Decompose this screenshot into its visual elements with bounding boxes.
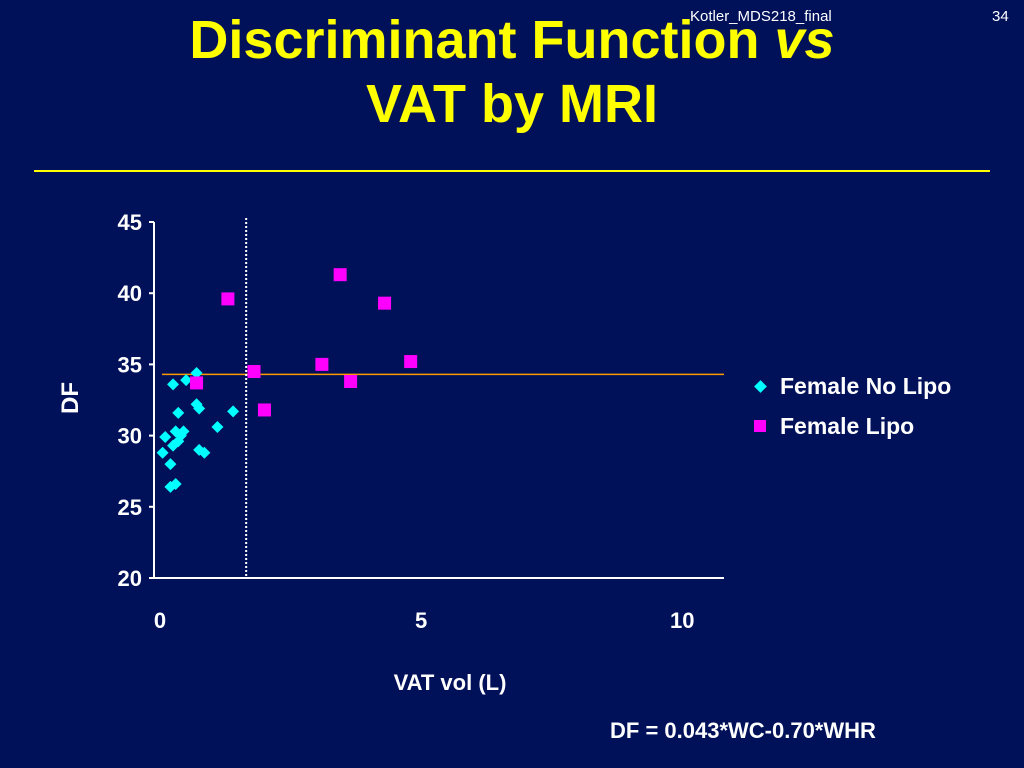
header-reference: Kotler_MDS218_final [690, 8, 832, 25]
no-lipo-point [167, 378, 180, 391]
lipo-point [257, 403, 271, 417]
lipo-point [190, 376, 204, 390]
title-line-2: VAT by MRI [366, 74, 658, 134]
no-lipo-point [159, 431, 172, 444]
y-tick-label: 25 [118, 495, 142, 520]
lipo-point [344, 374, 358, 388]
formula-text: DF = 0.043*WC-0.70*WHR [610, 718, 876, 743]
no-lipo-point [169, 478, 182, 491]
no-lipo-point [227, 405, 240, 418]
y-tick-label: 30 [118, 424, 142, 449]
no-lipo-point [190, 366, 203, 379]
legend-item-no-lipo: Female No Lipo [750, 366, 951, 406]
legend-label-no-lipo: Female No Lipo [780, 372, 952, 399]
y-axis-label: DF [57, 382, 84, 414]
diamond-marker-icon [750, 376, 770, 396]
lipo-point [378, 296, 392, 310]
y-tick-label: 45 [118, 210, 142, 235]
lipo-point [247, 365, 261, 379]
no-lipo-point [211, 421, 224, 434]
page-number: 34 [992, 8, 1009, 25]
lipo-point [333, 268, 347, 282]
title-line-1: Discriminant Function vs [0, 8, 1024, 72]
lipo-point [404, 355, 418, 369]
lipo-point [221, 292, 235, 306]
y-tick-label: 20 [118, 566, 142, 591]
no-lipo-point [177, 425, 190, 438]
x-tick-label: 5 [415, 608, 427, 633]
no-lipo-point [164, 458, 177, 471]
y-tick-label: 35 [118, 352, 142, 377]
y-tick-label: 40 [118, 281, 142, 306]
title-main-text: Discriminant Function [189, 10, 760, 70]
lipo-point [315, 357, 329, 371]
no-lipo-point [156, 446, 169, 459]
no-lipo-point [180, 374, 193, 387]
no-lipo-point [193, 402, 206, 415]
legend-label-lipo: Female Lipo [780, 412, 915, 439]
plot-area: 20 25 30 35 40 45 0 5 10 VAT vol (L) DF [57, 210, 724, 695]
x-tick-label: 10 [670, 608, 694, 633]
no-lipo-point [198, 446, 211, 459]
title-italic-text: vs [774, 10, 835, 70]
no-lipo-point [172, 406, 185, 419]
x-tick-label: 0 [154, 608, 166, 633]
x-axis-label: VAT vol (L) [394, 670, 507, 695]
chart-legend: Female No Lipo Female Lipo [750, 366, 951, 446]
square-marker-icon [750, 416, 770, 436]
title-divider [34, 170, 990, 172]
slide-title: Discriminant Function vs VAT by MRI [0, 8, 1024, 136]
legend-item-lipo: Female Lipo [750, 406, 951, 446]
